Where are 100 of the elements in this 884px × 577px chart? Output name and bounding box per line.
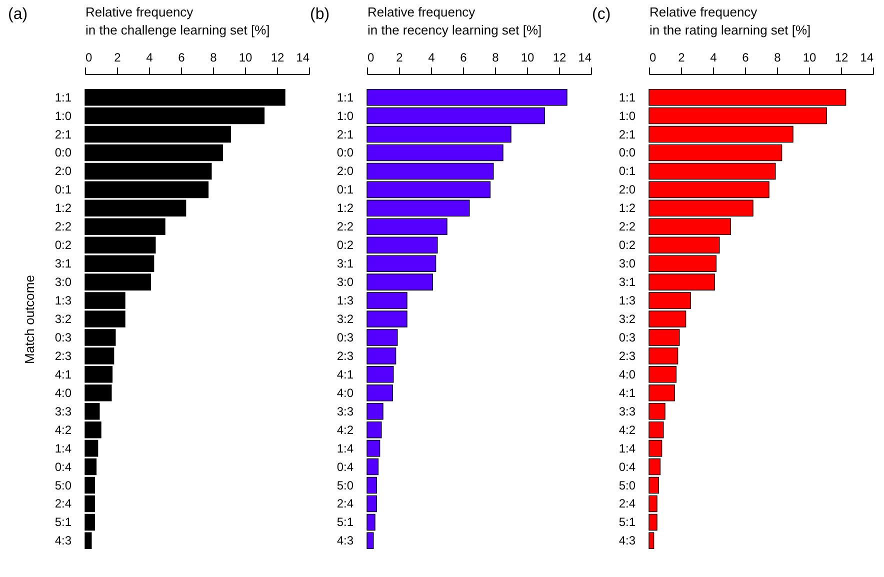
y-tick-label: 5:0: [54, 478, 72, 492]
chart-title: (b): [310, 6, 330, 23]
x-tick-label: 2: [396, 50, 404, 64]
x-tick-label: 2: [114, 50, 122, 64]
y-tick-label: 1:3: [54, 294, 72, 308]
x-tick-label: 2: [678, 50, 686, 64]
y-tick-label: 3:2: [336, 312, 354, 326]
x-tick-label: 8: [492, 50, 500, 64]
x-tick-label: 6: [742, 50, 750, 64]
y-tick-label: 0:4: [336, 460, 354, 474]
y-tick-label: 0:1: [54, 182, 72, 197]
y-tick-label: 3:1: [336, 256, 354, 271]
y-tick-label: 1:1: [336, 90, 354, 104]
x-tick-label: 10: [520, 50, 534, 64]
y-tick-label: 1:3: [336, 294, 354, 308]
y-tick-label: 4:0: [336, 386, 354, 400]
y-tick-label: 1:0: [336, 108, 354, 123]
y-tick-label: 2:4: [54, 496, 72, 511]
x-tick-label: 0: [650, 50, 656, 64]
y-tick-label: 0:2: [54, 238, 72, 252]
y-tick-label: 4:0: [618, 367, 636, 382]
y-tick-label: 3:0: [336, 275, 354, 290]
y-tick-label: 4:3: [336, 534, 354, 548]
y-tick-label: 3:3: [54, 404, 72, 418]
y-tick-label: 0:0: [336, 146, 354, 160]
y-tick-label: 2:2: [336, 220, 354, 234]
y-tick-label: 0:3: [336, 330, 354, 344]
y-tick-label: 0:2: [336, 238, 354, 252]
y-tick-label: 4:3: [618, 534, 636, 548]
y-tick-label: 2:0: [336, 164, 354, 178]
y-tick-label: 1:4: [618, 441, 636, 456]
x-tick-label: 4: [428, 50, 436, 64]
y-tick-label: 2:0: [54, 164, 72, 178]
x-tick-label: 14: [860, 50, 874, 64]
y-tick-label: 1:0: [54, 108, 72, 123]
y-tick-label: 2:2: [54, 220, 72, 234]
y-tick-label: 2:3: [336, 348, 354, 363]
y-tick-label: 1:4: [336, 441, 354, 456]
y-tick-label: 0:1: [336, 182, 354, 197]
y-tick-label: 3:2: [54, 312, 72, 326]
x-tick-label: 14: [578, 50, 592, 64]
y-tick-label: 3:1: [54, 256, 72, 271]
y-axis-title: Match outcome: [22, 275, 37, 364]
y-tick-label: 1:4: [54, 441, 72, 456]
x-tick-label: 12: [552, 50, 566, 64]
x-tick-label: 8: [210, 50, 218, 64]
y-tick-label: 0:4: [618, 460, 636, 474]
x-tick-label: 4: [146, 50, 154, 64]
y-tick-label: 4:0: [54, 386, 72, 400]
y-tick-label: 3:0: [54, 275, 72, 290]
y-tick-label: 4:2: [54, 422, 72, 437]
x-axis-title: Relative frequency in the rating learning set [%]: [650, 4, 811, 38]
x-tick-label: 12: [270, 50, 284, 64]
y-tick-label: 1:2: [336, 201, 354, 216]
y-tick-label: 3:3: [618, 404, 636, 418]
y-tick-label: 2:0: [618, 182, 636, 197]
x-tick-label: 12: [834, 50, 848, 64]
x-tick-label: 0: [86, 50, 92, 64]
y-tick-label: 5:1: [54, 515, 72, 530]
y-tick-label: 0:1: [618, 164, 636, 178]
y-tick-label: 2:4: [618, 496, 636, 511]
y-tick-label: 3:3: [336, 404, 354, 418]
y-tick-label: 2:3: [54, 348, 72, 363]
y-tick-label: 0:0: [54, 146, 72, 160]
y-tick-label: 1:1: [618, 90, 636, 104]
y-tick-label: 3:2: [618, 312, 636, 326]
y-tick-label: 3:1: [618, 275, 636, 290]
chart-title: (a): [8, 6, 28, 23]
x-tick-label: 0: [368, 50, 374, 64]
y-tick-label: 4:2: [336, 422, 354, 437]
y-tick-label: 0:4: [54, 460, 72, 474]
y-tick-label: 2:4: [336, 496, 354, 511]
y-tick-label: 1:2: [618, 201, 636, 216]
y-tick-label: 0:3: [54, 330, 72, 344]
x-tick-label: 10: [238, 50, 252, 64]
y-tick-label: 1:0: [618, 108, 636, 123]
x-axis-title: Relative frequency in the recency learning set [%]: [368, 4, 542, 38]
chart-title: (c): [592, 6, 611, 23]
y-tick-label: 1:2: [54, 201, 72, 216]
y-tick-label: 5:0: [618, 478, 636, 492]
y-tick-label: 2:1: [336, 127, 354, 142]
y-tick-label: 4:1: [54, 367, 72, 382]
x-axis-title: Relative frequency in the challenge learning set [%]: [86, 4, 270, 38]
y-tick-label: 2:1: [618, 127, 636, 142]
y-tick-label: 2:3: [618, 348, 636, 363]
y-tick-label: 4:2: [618, 422, 636, 437]
y-tick-label: 0:2: [618, 238, 636, 252]
y-tick-label: 0:3: [618, 330, 636, 344]
y-tick-label: 2:1: [54, 127, 72, 142]
y-tick-label: 3:0: [618, 256, 636, 271]
y-tick-label: 4:1: [336, 367, 354, 382]
y-tick-label: 5:0: [336, 478, 354, 492]
y-tick-label: 4:3: [54, 534, 72, 548]
x-tick-label: 6: [460, 50, 468, 64]
x-tick-label: 4: [710, 50, 718, 64]
x-tick-label: 6: [178, 50, 186, 64]
y-tick-label: 0:0: [618, 146, 636, 160]
y-tick-label: 5:1: [618, 515, 636, 530]
x-tick-label: 8: [774, 50, 782, 64]
y-tick-label: 5:1: [336, 515, 354, 530]
